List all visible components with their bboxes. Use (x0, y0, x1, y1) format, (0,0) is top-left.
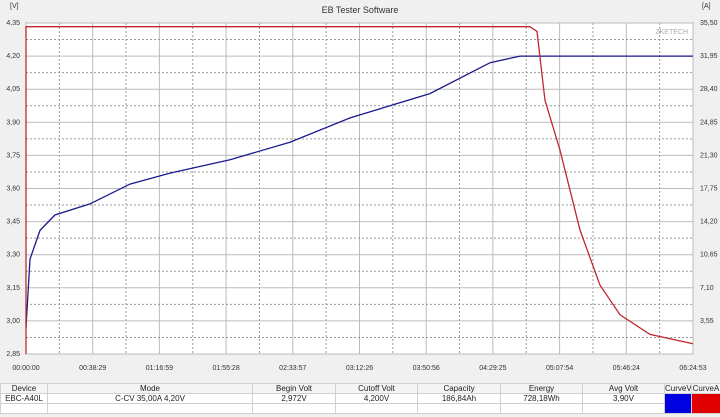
col-energy: Energy (500, 383, 583, 394)
y-left-tick-label: 4,35 (6, 20, 20, 27)
x-tick-label: 00:00:00 (12, 365, 39, 372)
x-tick-label: 02:33:57 (279, 365, 306, 372)
watermark: ZKETECH (655, 29, 688, 36)
right-axis-unit: [A] (702, 3, 711, 10)
cell-capacity: 186,84Ah (417, 393, 501, 404)
y-left-tick-label: 3,60 (6, 186, 20, 193)
y-right-tick-label: 14,20 (700, 219, 718, 226)
y-left-tick-label: 3,00 (6, 318, 20, 325)
col-curve-a: CurveA (691, 383, 720, 394)
x-tick-label: 06:24:53 (679, 365, 706, 372)
y-right-tick-label: 3,55 (700, 318, 714, 325)
cell-begin-volt: 2,972V (252, 393, 336, 404)
x-tick-label: 03:50:56 (413, 365, 440, 372)
cell-energy: 728,18Wh (500, 393, 583, 404)
y-left-tick-label: 3,90 (6, 119, 20, 126)
y-left-tick-label: 4,05 (6, 86, 20, 93)
voltage-series-line (25, 55, 693, 328)
cell-cutoff-volt: 4,200V (335, 393, 418, 404)
y-left-tick-label: 3,75 (6, 152, 20, 159)
left-axis-unit: [V] (10, 3, 19, 10)
table-row[interactable]: EBC-A40L C-CV 35,00A 4,20V 2,972V 4,200V… (0, 393, 720, 414)
col-cutoff-volt: Cutoff Volt (335, 383, 418, 394)
cell-mode: C-CV 35,00A 4,20V (47, 393, 253, 404)
col-capacity: Capacity (417, 383, 501, 394)
x-tick-label: 05:46:24 (613, 365, 640, 372)
y-right-tick-label: 24,85 (700, 119, 718, 126)
y-left-tick-label: 3,30 (6, 252, 20, 259)
x-tick-label: 00:38:29 (79, 365, 106, 372)
col-begin-volt: Begin Volt (252, 383, 336, 394)
table-header-row: Device Mode Begin Volt Cutoff Volt Capac… (0, 383, 720, 394)
y-left-tick-label: 3,45 (6, 219, 20, 226)
curve-a-color-swatch[interactable] (691, 393, 720, 414)
x-tick-label: 04:29:25 (479, 365, 506, 372)
y-right-tick-label: 10,65 (700, 252, 718, 259)
cell-device: EBC-A40L (0, 393, 48, 404)
x-tick-label: 01:16:59 (146, 365, 173, 372)
y-left-tick-label: 3,15 (6, 285, 20, 292)
cell-avg-volt: 3,90V (582, 393, 665, 404)
col-curve-v: CurveV (664, 383, 692, 394)
y-right-tick-label: 35,50 (700, 20, 718, 27)
y-right-tick-label: 21,30 (700, 152, 718, 159)
chart-title: EB Tester Software (322, 5, 399, 15)
col-mode: Mode (47, 383, 253, 394)
col-device: Device (0, 383, 48, 394)
current-series-line (25, 26, 694, 354)
table-row-empty (0, 403, 720, 414)
curve-v-color-swatch[interactable] (664, 393, 692, 414)
y-right-tick-label: 31,95 (700, 53, 718, 60)
results-table: Device Mode Begin Volt Cutoff Volt Capac… (0, 383, 720, 414)
y-right-tick-label: 17,75 (700, 186, 718, 193)
x-tick-label: 03:12:26 (346, 365, 373, 372)
y-right-tick-label: 28,40 (700, 86, 718, 93)
x-tick-label: 05:07:54 (546, 365, 573, 372)
y-left-tick-label: 4,20 (6, 53, 20, 60)
y-right-tick-label: 7,10 (700, 285, 714, 292)
y-left-tick-label: 2,85 (6, 351, 20, 358)
col-avg-volt: Avg Volt (582, 383, 665, 394)
x-tick-label: 01:55:28 (212, 365, 239, 372)
eb-tester-chart: EB Tester Software [V] [A] ZKETECH 00:00… (6, 3, 718, 372)
